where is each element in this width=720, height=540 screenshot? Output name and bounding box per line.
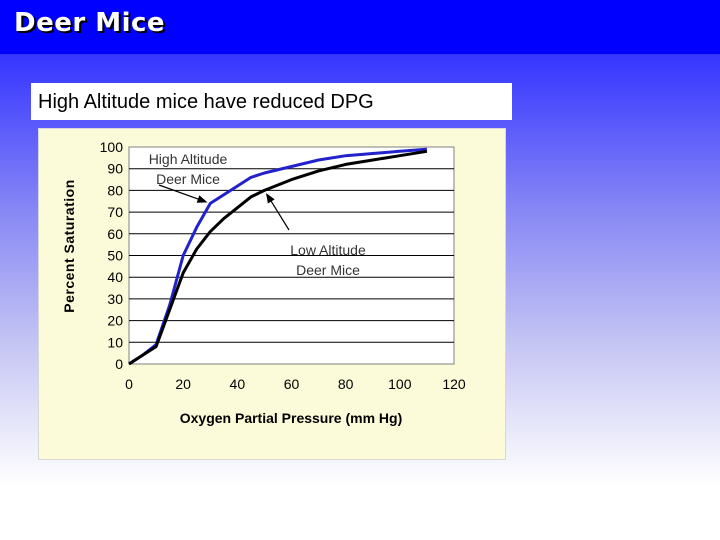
annotation-arrow-line xyxy=(158,184,201,201)
y-tick-label: 50 xyxy=(107,248,123,264)
low-altitude-line xyxy=(128,149,428,366)
x-tick-label: 100 xyxy=(388,376,412,392)
x-tick-labels: 0 20 40 60 80 100 120 xyxy=(125,376,466,392)
x-tick-label: 80 xyxy=(338,376,354,392)
y-tick-label: 60 xyxy=(107,226,123,242)
annotation-arrow-head xyxy=(265,192,275,204)
y-tick-label: 20 xyxy=(107,313,123,329)
title-bar: Deer Mice xyxy=(0,0,720,54)
y-tick-labels: 0 10 20 30 40 50 60 70 80 90 100 xyxy=(100,139,124,372)
x-tick-label: 0 xyxy=(125,376,133,392)
annotation-arrow-line xyxy=(269,199,290,231)
slide-title: Deer Mice xyxy=(14,8,166,38)
gridlines xyxy=(129,168,454,343)
annotation-label: Low Altitude xyxy=(290,242,366,258)
x-tick-label: 40 xyxy=(230,376,246,392)
y-tick-label: 100 xyxy=(100,139,124,155)
y-tick-label: 30 xyxy=(107,291,123,307)
y-tick-label: 80 xyxy=(107,182,123,198)
annotation-label: Deer Mice xyxy=(156,171,220,187)
x-tick-label: 120 xyxy=(442,376,466,392)
y-axis-label: Percent Saturation xyxy=(61,179,77,312)
annotation-label: High Altitude xyxy=(149,151,228,167)
subtitle-box: High Altitude mice have reduced DPG xyxy=(31,83,512,120)
annotation-arrow-head xyxy=(196,195,208,203)
y-tick-label: 10 xyxy=(107,334,123,350)
y-tick-label: 90 xyxy=(107,161,123,177)
annotation-label: Deer Mice xyxy=(296,262,360,278)
annotations: High Altitude Deer Mice Low Altitude Deer M… xyxy=(149,151,366,278)
series-lines xyxy=(128,147,428,366)
y-tick-label: 40 xyxy=(107,269,123,285)
y-tick-label: 70 xyxy=(107,204,123,220)
y-tick-label: 0 xyxy=(115,356,123,372)
x-tick-label: 60 xyxy=(284,376,300,392)
chart-container: 0 10 20 30 40 50 60 70 80 90 100 0 20 40 60 80 100 120 H… xyxy=(38,128,506,460)
subtitle-text: High Altitude mice have reduced DPG xyxy=(38,91,374,113)
oxygen-saturation-chart: 0 10 20 30 40 50 60 70 80 90 100 0 20 40 60 80 100 120 H… xyxy=(61,139,466,426)
x-axis-label: Oxygen Partial Pressure (mm Hg) xyxy=(180,410,403,426)
x-tick-label: 20 xyxy=(175,376,191,392)
